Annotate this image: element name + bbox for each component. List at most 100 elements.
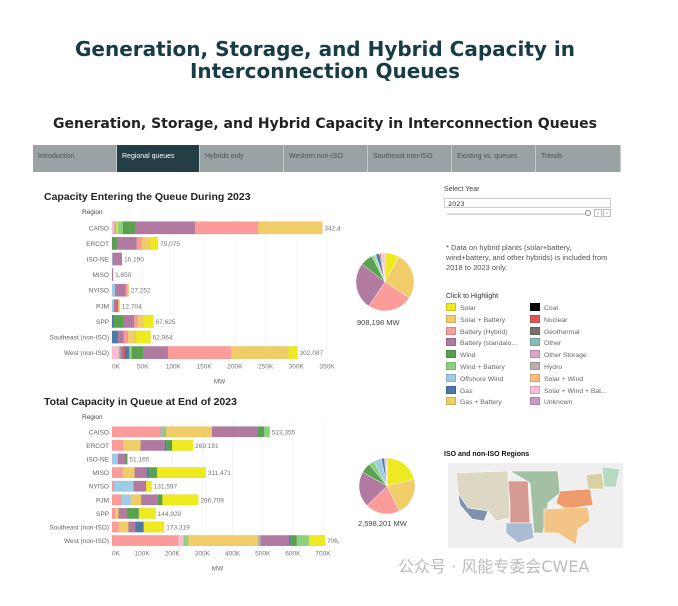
legend-item[interactable]: Battery (Hybrid) bbox=[446, 326, 508, 337]
bar-segment[interactable] bbox=[135, 521, 144, 533]
bar-segment[interactable] bbox=[138, 507, 156, 519]
bar-segment[interactable] bbox=[125, 453, 128, 465]
bar-segment[interactable] bbox=[178, 535, 184, 547]
bar-segment[interactable] bbox=[136, 236, 142, 250]
bar-segment[interactable] bbox=[160, 426, 164, 438]
legend-item[interactable]: Other Storage bbox=[530, 350, 587, 360]
pie-slice[interactable] bbox=[358, 471, 388, 506]
bar-segment[interactable] bbox=[163, 426, 167, 438]
bar-segment[interactable] bbox=[143, 521, 165, 533]
bar-segment[interactable] bbox=[111, 521, 119, 533]
bar-segment[interactable] bbox=[131, 346, 144, 360]
bar-segment[interactable] bbox=[111, 236, 118, 250]
bar-segment[interactable] bbox=[145, 480, 152, 492]
pie-slice[interactable] bbox=[385, 457, 388, 487]
tab-existing-vs-queues[interactable]: Existing vs. queues bbox=[452, 145, 536, 172]
legend-item[interactable]: Gas bbox=[446, 385, 472, 396]
bar-segment[interactable] bbox=[134, 467, 147, 479]
pie-slice[interactable] bbox=[384, 256, 415, 299]
bar-segment[interactable] bbox=[122, 346, 126, 360]
bar-segment[interactable] bbox=[141, 494, 159, 506]
bar-segment[interactable] bbox=[308, 535, 326, 547]
bar-segment[interactable] bbox=[126, 507, 140, 519]
bar-segment[interactable] bbox=[260, 535, 290, 547]
bar-segment[interactable] bbox=[114, 221, 117, 235]
bar-segment[interactable] bbox=[122, 467, 135, 479]
bar-segment[interactable] bbox=[171, 439, 194, 451]
bar-segment[interactable] bbox=[230, 346, 289, 360]
bar-segment[interactable] bbox=[289, 535, 291, 547]
bar-segment[interactable] bbox=[122, 221, 136, 235]
bar-segment[interactable] bbox=[166, 426, 213, 438]
legend-item[interactable]: Wind + Battery bbox=[446, 362, 505, 372]
bar-segment[interactable] bbox=[148, 467, 158, 479]
bar-segment[interactable] bbox=[111, 221, 115, 235]
tab-hybrids-only[interactable]: Hybrids only bbox=[200, 145, 284, 172]
bar-segment[interactable] bbox=[117, 330, 124, 344]
pie-slice[interactable] bbox=[355, 263, 386, 307]
year-input[interactable]: 2023 bbox=[444, 198, 611, 208]
bar-segment[interactable] bbox=[123, 314, 135, 328]
bar-segment[interactable] bbox=[257, 221, 323, 235]
bar-segment[interactable] bbox=[118, 521, 129, 533]
bar-segment[interactable] bbox=[111, 535, 179, 547]
bar-segment[interactable] bbox=[264, 426, 270, 438]
bar-segment[interactable] bbox=[162, 494, 199, 506]
bar-segment[interactable] bbox=[116, 299, 119, 313]
tab-introduction[interactable]: Introduction bbox=[33, 145, 117, 172]
legend-item[interactable]: Wind bbox=[446, 350, 476, 360]
bar-segment[interactable] bbox=[257, 426, 265, 438]
bar-segment[interactable] bbox=[111, 346, 119, 360]
bar-segment[interactable] bbox=[133, 480, 147, 492]
bar-segment[interactable] bbox=[130, 494, 142, 506]
pie-slice[interactable] bbox=[368, 281, 410, 312]
bar-segment[interactable] bbox=[111, 453, 119, 465]
bar-segment[interactable] bbox=[128, 521, 136, 533]
pie-chart-2023-entering[interactable] bbox=[355, 252, 419, 316]
bar-segment[interactable] bbox=[111, 480, 114, 492]
bar-segment[interactable] bbox=[257, 535, 261, 547]
bar-segment[interactable] bbox=[120, 494, 131, 506]
iso-regions-map[interactable] bbox=[448, 463, 623, 548]
tab-trends[interactable]: Trends bbox=[536, 145, 621, 172]
bar-segment[interactable] bbox=[137, 314, 144, 328]
pie-chart-total-queue[interactable] bbox=[358, 457, 420, 519]
bar-segment[interactable] bbox=[125, 346, 130, 360]
bar-segment[interactable] bbox=[146, 467, 149, 479]
legend-item[interactable]: Geothermal bbox=[530, 326, 580, 337]
bar-segment[interactable] bbox=[141, 236, 151, 250]
next-year-button[interactable]: › bbox=[603, 209, 611, 217]
bar-segment[interactable] bbox=[111, 330, 119, 344]
bar-segment[interactable] bbox=[117, 221, 124, 235]
pie-slice[interactable] bbox=[386, 457, 415, 487]
legend-item[interactable]: Offshore Wind bbox=[446, 373, 503, 384]
legend-item[interactable]: Gas + Battery bbox=[446, 397, 502, 407]
pie-slice[interactable] bbox=[381, 252, 386, 283]
bar-segment[interactable] bbox=[112, 252, 123, 266]
bar-segment[interactable] bbox=[120, 346, 124, 360]
year-slider-handle[interactable] bbox=[585, 210, 591, 216]
tab-regional-queues[interactable]: Regional queues bbox=[117, 145, 200, 172]
bar-segment[interactable] bbox=[117, 299, 121, 313]
bar-segment[interactable] bbox=[127, 330, 137, 344]
bar-segment[interactable] bbox=[167, 346, 232, 360]
bar-segment[interactable] bbox=[135, 221, 196, 235]
bar-segment[interactable] bbox=[111, 494, 122, 506]
bar-segment[interactable] bbox=[114, 283, 126, 297]
legend-item[interactable]: Battery (standalo... bbox=[446, 338, 517, 348]
year-slider-track[interactable] bbox=[447, 213, 587, 215]
legend-item[interactable]: Coal bbox=[530, 303, 558, 313]
bar-segment[interactable] bbox=[149, 236, 159, 250]
bar-segment[interactable] bbox=[143, 314, 154, 328]
bar-segment[interactable] bbox=[135, 330, 151, 344]
bar-segment[interactable] bbox=[290, 535, 297, 547]
bar-segment[interactable] bbox=[157, 467, 207, 479]
bar-segment[interactable] bbox=[164, 439, 167, 451]
bar-segment[interactable] bbox=[118, 346, 121, 360]
bar-segment[interactable] bbox=[157, 494, 163, 506]
bar-segment[interactable] bbox=[166, 439, 173, 451]
pie-slice[interactable] bbox=[386, 478, 416, 512]
bar-segment[interactable] bbox=[114, 507, 119, 519]
bar-segment[interactable] bbox=[296, 535, 310, 547]
prev-year-button[interactable]: ‹ bbox=[594, 209, 602, 217]
